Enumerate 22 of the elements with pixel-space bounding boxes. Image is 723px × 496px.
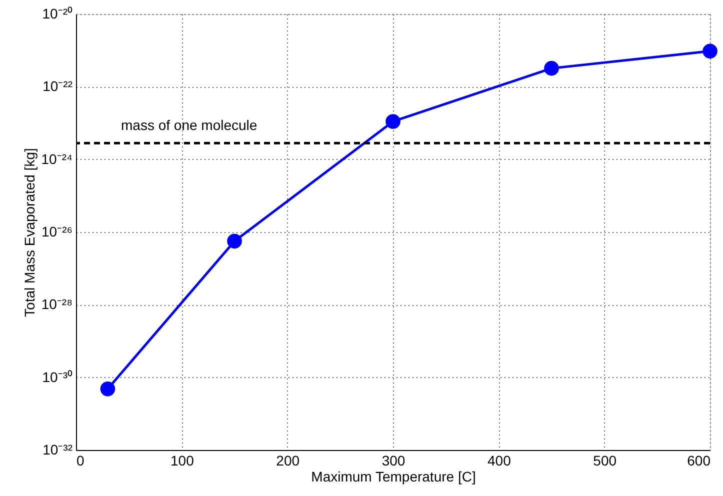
x-tick-label: 500 — [593, 452, 617, 468]
x-tick-label: 200 — [276, 452, 300, 468]
y-tick-label: 10⁻³⁰ — [42, 368, 72, 385]
point — [227, 234, 242, 249]
x-tick-label: 0 — [76, 452, 84, 468]
point — [702, 44, 718, 59]
point — [100, 382, 116, 396]
y-axis-title: Total Mass Evaporated [kg] — [21, 148, 38, 317]
ref-line-label: mass of one molecule — [121, 117, 258, 134]
x-tick-label: 600 — [687, 452, 711, 468]
y-tick-label: 10⁻²⁶ — [42, 224, 72, 240]
x-tick-label: 300 — [382, 452, 406, 468]
x-tick-label: 100 — [170, 452, 194, 468]
x-tick-label: 400 — [487, 452, 512, 468]
y-tick-label: 10⁻²⁸ — [41, 296, 73, 312]
y-tick-label: 10⁻²⁰ — [42, 6, 72, 22]
y-tick-label: 10⁻²² — [42, 78, 73, 94]
point — [386, 114, 400, 129]
y-tick-label: 10⁻²⁴ — [41, 150, 72, 167]
y-tick-label: 10⁻³² — [42, 442, 73, 458]
point — [544, 60, 559, 76]
x-axis-title: Maximum Temperature [C] — [311, 468, 476, 484]
